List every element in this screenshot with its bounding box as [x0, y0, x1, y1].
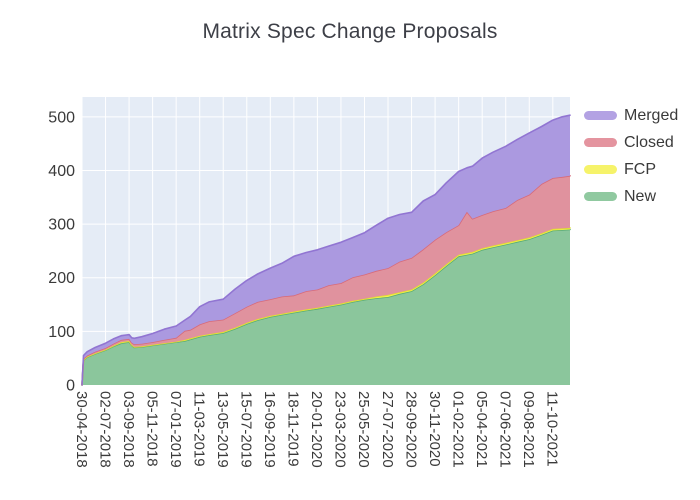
area-closed [82, 175, 570, 385]
x-tick-label: 16-09-2019 [261, 391, 278, 468]
area-merged [82, 115, 570, 385]
x-tick-label: 30-11-2020 [426, 391, 443, 467]
x-tick-label: 07-01-2019 [167, 391, 184, 468]
legend-item-closed[interactable]: Closed [584, 133, 678, 152]
legend-item-fcp[interactable]: FCP [584, 160, 678, 179]
x-tick-label: 13-05-2019 [214, 391, 231, 468]
legend-swatch-fcp [584, 165, 617, 174]
x-tick-label: 01-02-2021 [449, 391, 466, 468]
y-tick-label: 400 [48, 163, 75, 180]
y-tick-label: 0 [66, 378, 75, 395]
x-tick-label: 11-03-2019 [190, 391, 207, 467]
legend-swatch-closed [584, 138, 617, 147]
legend-item-new[interactable]: New [584, 187, 678, 206]
chart-title: Matrix Spec Change Proposals [202, 20, 498, 43]
x-tick-label: 05-11-2018 [143, 391, 160, 467]
x-tick-label: 28-09-2020 [402, 391, 419, 468]
x-tick-label: 05-04-2021 [473, 391, 490, 468]
x-tick-label: 11-10-2021 [544, 391, 561, 467]
legend: Merged Closed FCP New [584, 106, 678, 206]
legend-swatch-merged [584, 111, 617, 120]
legend-swatch-new [584, 192, 617, 201]
x-tick-label: 03-09-2018 [120, 391, 137, 468]
legend-item-merged[interactable]: Merged [584, 106, 678, 125]
x-tick-label: 18-11-2019 [285, 391, 302, 467]
line-merged [81, 114, 571, 386]
x-tick-label: 07-06-2021 [496, 391, 513, 468]
legend-label: Merged [624, 106, 679, 124]
legend-label: FCP [624, 160, 656, 178]
x-tick-label: 25-05-2020 [355, 391, 372, 468]
x-tick-label: 23-03-2020 [332, 391, 349, 468]
y-tick-label: 200 [48, 270, 75, 287]
y-tick-label: 300 [48, 217, 75, 234]
x-tick-label: 27-07-2020 [379, 391, 396, 468]
legend-label: New [624, 187, 657, 205]
x-tick-label: 02-07-2018 [96, 391, 113, 468]
y-tick-label: 500 [48, 109, 75, 126]
x-tick-label: 30-04-2018 [73, 391, 90, 468]
x-tick-label: 15-07-2019 [238, 391, 255, 468]
legend-label: Closed [624, 133, 674, 151]
x-tick-label: 09-08-2021 [520, 391, 537, 468]
x-tick-label: 20-01-2020 [308, 391, 325, 468]
y-tick-label: 100 [48, 324, 75, 341]
